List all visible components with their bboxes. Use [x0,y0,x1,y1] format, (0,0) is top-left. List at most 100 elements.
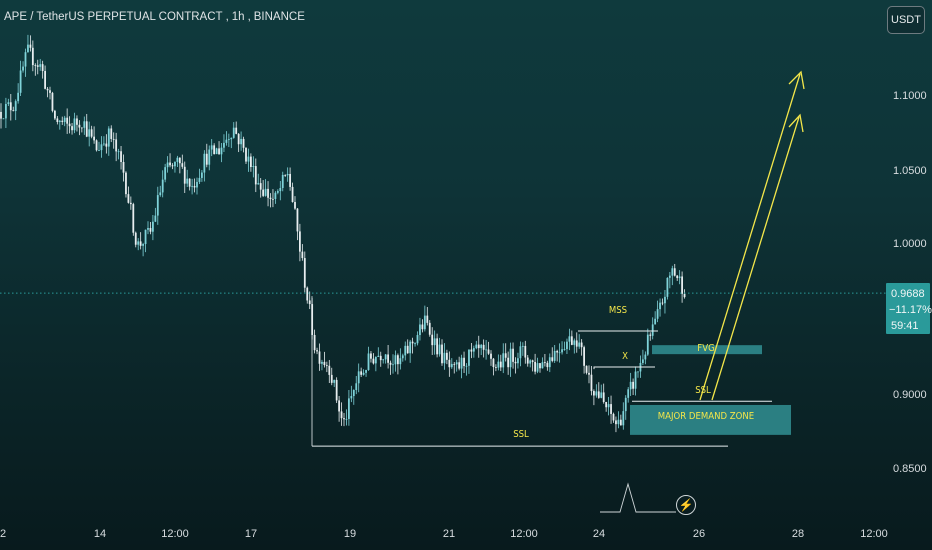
candle-body [374,356,377,364]
y-tick-label: 1.0000 [893,238,927,250]
candle-body [161,179,164,193]
candle-body [646,334,649,355]
candle-body [348,398,350,419]
candle-body [632,381,634,389]
candle-body [419,324,421,336]
candle-body [529,360,532,364]
candle-body [612,413,615,421]
candle-body [365,370,367,373]
candle-body [450,363,453,368]
current-price-tag: 0.9688 −11.17% 59:41 [886,283,932,334]
currency-button[interactable]: USDT [887,6,925,34]
candle-body [624,397,627,412]
candle-body [673,268,676,276]
lightning-bolt-icon[interactable]: ⚡ [676,495,696,515]
candle-body [414,343,416,345]
candle-body [683,293,686,298]
candle-body [355,383,358,391]
candle-body [313,334,316,351]
candle-body [566,341,568,350]
candle-body [17,92,20,102]
fvg-zone [652,345,762,355]
candle-body [83,121,86,128]
candle-body [80,127,83,129]
candle-body [597,391,600,398]
candle-body [159,192,162,196]
candle-body [637,371,639,373]
candle-body [63,117,66,122]
y-tick-label: 1.1000 [893,90,927,102]
price-change-percent: −11.17% [889,304,932,316]
chart-title: APE / TetherUS PERPETUAL CONTRACT, 1h, BIN… [4,11,305,23]
candle-body [107,128,110,147]
x-tick-label: 17 [244,528,258,540]
candle-body [9,102,12,111]
candle-body [583,347,585,366]
candle-body [357,371,360,384]
candle-body [276,191,279,193]
candle-body [0,111,2,119]
candle-body [585,365,588,373]
candle-body [247,156,250,162]
candle-body [218,148,220,155]
candle-body [71,126,73,131]
candle-body [629,381,632,390]
candle-body [220,147,223,155]
candle-body [178,157,181,164]
candle-body [203,153,206,173]
candle-body [671,268,674,276]
candle-body [225,139,228,143]
candle-body [607,404,610,408]
candle-body [558,352,561,354]
candle-body [544,362,546,364]
candle-body [330,374,333,383]
candle-body [458,362,461,369]
candle-body [139,241,142,246]
candle-body [460,357,463,369]
candle-body [524,345,527,358]
major-demand-zone [630,404,791,435]
candle-body [668,275,671,278]
candle-body [29,44,32,48]
candle-body [196,181,198,188]
candle-body [272,198,274,200]
candle-body [416,335,419,344]
candle-body [223,142,225,148]
candle-body [49,90,51,93]
candle-body [370,353,372,359]
candle-body [600,392,603,398]
candle-body [602,392,605,402]
candle-body [291,186,294,203]
candle-body [343,418,345,420]
event-marker-line [600,482,676,513]
candle-body [90,129,93,137]
candle-body [132,204,135,233]
candle-body [289,173,291,187]
candle-body [382,359,385,361]
candle-body [129,202,132,205]
candle-body [269,197,272,199]
candle-body [76,118,78,125]
x-tick-label: 12:00 [860,528,888,540]
candle-body [541,362,544,369]
candle-body [103,143,105,145]
candle-body [661,302,664,304]
projection-arrow [699,73,801,401]
candle-body [284,174,287,176]
candle-body [110,128,113,139]
candle-body [56,118,59,122]
candle-body [232,127,235,138]
fvg-label: FVG [697,343,715,354]
candle-body [340,411,343,419]
candle-body [482,344,485,350]
candle-body [262,189,265,196]
candle-body [539,363,541,369]
candle-body [95,140,98,151]
candle-body [401,355,404,359]
candle-body [274,192,277,199]
candle-body [93,136,95,141]
candle-body [497,361,500,368]
candle-body [676,275,679,279]
candle-body [286,173,289,176]
